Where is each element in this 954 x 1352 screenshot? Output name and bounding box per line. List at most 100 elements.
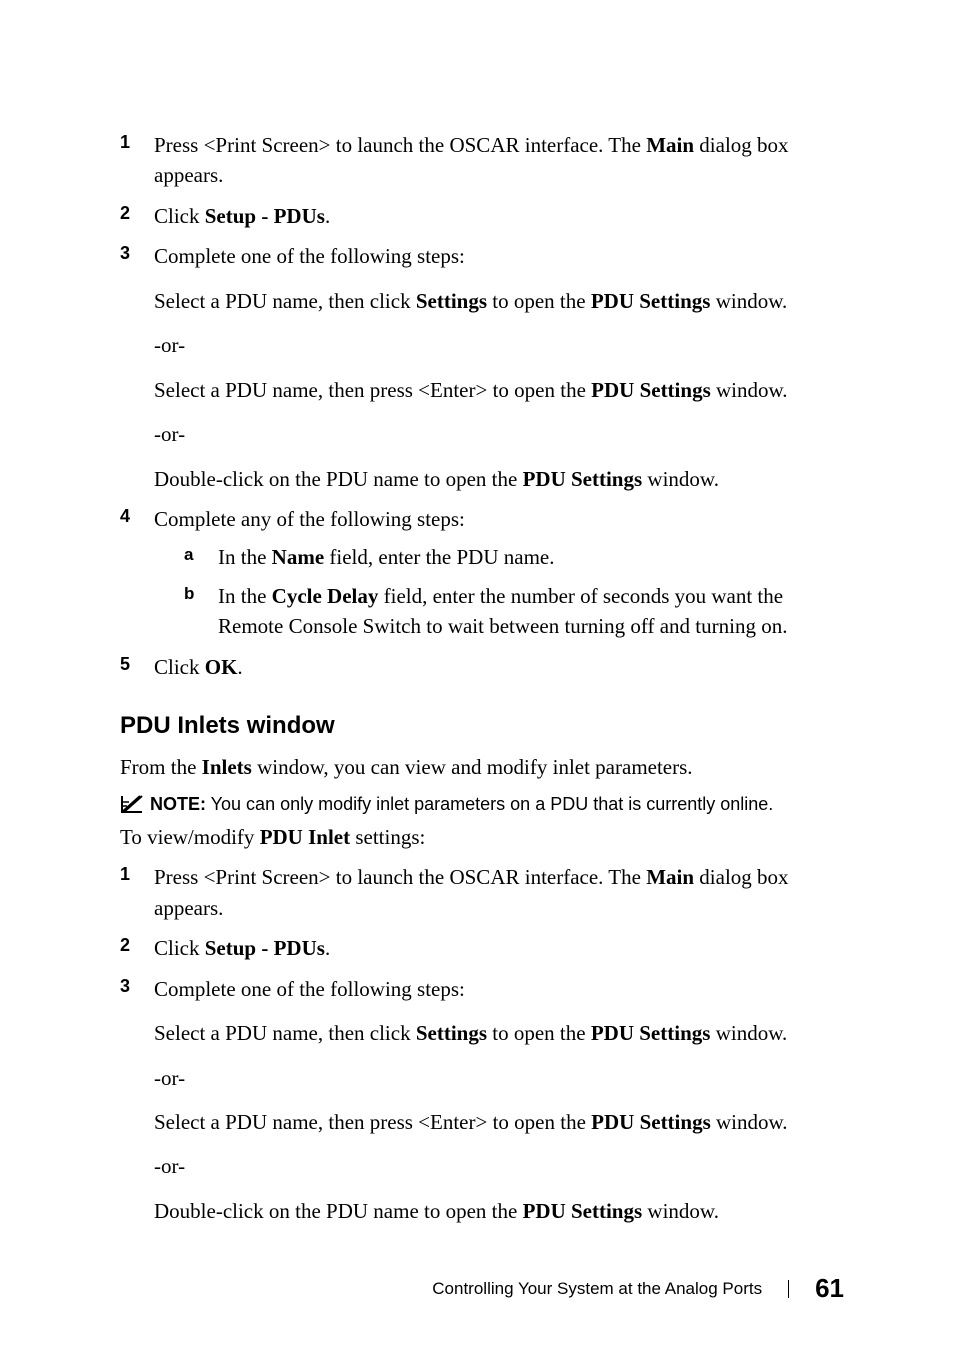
footer-separator [788, 1280, 789, 1298]
sub-step-body: In the Cycle Delay field, enter the numb… [218, 581, 844, 642]
step-body: Complete one of the following steps: Sel… [154, 241, 844, 494]
sub-paragraph: Double-click on the PDU name to open the… [154, 464, 844, 494]
list-step: 2 Click Setup - PDUs. [120, 933, 844, 963]
note-label: NOTE: [150, 794, 206, 814]
text: Press <Print Screen> to launch the OSCAR… [154, 133, 646, 157]
ui-term: Main [646, 133, 694, 157]
text: Select a PDU name, then click [154, 1021, 416, 1045]
text: field, enter the PDU name. [324, 545, 554, 569]
text: You can only modify inlet parameters on … [206, 794, 773, 814]
note-icon [120, 794, 144, 814]
or-separator: -or- [154, 419, 844, 449]
text: Complete any of the following steps: [154, 507, 465, 531]
text: settings: [350, 825, 425, 849]
text: In the [218, 584, 272, 608]
ui-term: PDU Settings [591, 378, 711, 402]
footer-title: Controlling Your System at the Analog Po… [432, 1279, 762, 1299]
sub-step-letter: a [184, 542, 218, 572]
text: Select a PDU name, then click [154, 289, 416, 313]
step-body: Complete any of the following steps: a I… [154, 504, 844, 642]
list-step: 1 Press <Print Screen> to launch the OSC… [120, 130, 844, 191]
ui-term: PDU Settings [591, 1110, 711, 1134]
sub-step-body: In the Name field, enter the PDU name. [218, 542, 844, 572]
sub-paragraph: Select a PDU name, then click Settings t… [154, 286, 844, 316]
ui-term: Settings [416, 1021, 487, 1045]
ui-term: Settings [416, 289, 487, 313]
text: To view/modify [120, 825, 260, 849]
text: window, you can view and modify inlet pa… [252, 755, 693, 779]
or-separator: -or- [154, 1063, 844, 1093]
step-body: Complete one of the following steps: Sel… [154, 974, 844, 1227]
step-body: Click Setup - PDUs. [154, 201, 844, 231]
ui-term: Cycle Delay [272, 584, 379, 608]
text: From the [120, 755, 202, 779]
list-step: 3 Complete one of the following steps: S… [120, 241, 844, 494]
sub-paragraph: Select a PDU name, then press <Enter> to… [154, 1107, 844, 1137]
sub-step: b In the Cycle Delay field, enter the nu… [184, 581, 844, 642]
step-number: 5 [120, 652, 154, 682]
ui-term: Inlets [202, 755, 252, 779]
text: to open the [487, 1021, 591, 1045]
ui-term: OK [205, 655, 238, 679]
step-number: 2 [120, 201, 154, 231]
or-separator: -or- [154, 330, 844, 360]
ui-term: Name [272, 545, 324, 569]
list-step: 2 Click Setup - PDUs. [120, 201, 844, 231]
text: window. [642, 467, 719, 491]
sub-step: a In the Name field, enter the PDU name. [184, 542, 844, 572]
section-heading: PDU Inlets window [120, 712, 844, 740]
or-separator: -or- [154, 1151, 844, 1181]
text: In the [218, 545, 272, 569]
list-step: 5 Click OK. [120, 652, 844, 682]
text: Select a PDU name, then press <Enter> to… [154, 378, 591, 402]
step-body: Click OK. [154, 652, 844, 682]
step-number: 1 [120, 130, 154, 191]
text: . [325, 936, 330, 960]
ui-term: Setup - PDUs [205, 204, 325, 228]
note-text: NOTE: You can only modify inlet paramete… [150, 793, 773, 816]
text: . [237, 655, 242, 679]
step-number: 3 [120, 974, 154, 1227]
text: window. [711, 378, 788, 402]
text: Press <Print Screen> to launch the OSCAR… [154, 865, 646, 889]
text: . [325, 204, 330, 228]
step-number: 4 [120, 504, 154, 642]
text: Click [154, 204, 205, 228]
ui-term: PDU Settings [523, 467, 643, 491]
step-body: Press <Print Screen> to launch the OSCAR… [154, 130, 844, 191]
text: Double-click on the PDU name to open the [154, 1199, 523, 1223]
text: to open the [487, 289, 591, 313]
text: Double-click on the PDU name to open the [154, 467, 523, 491]
step-body: Click Setup - PDUs. [154, 933, 844, 963]
ui-term: PDU Inlet [260, 825, 350, 849]
paragraph: To view/modify PDU Inlet settings: [120, 822, 844, 852]
step-body: Press <Print Screen> to launch the OSCAR… [154, 862, 844, 923]
text: Click [154, 936, 205, 960]
text: window. [710, 289, 787, 313]
list-step: 1 Press <Print Screen> to launch the OSC… [120, 862, 844, 923]
sub-step-letter: b [184, 581, 218, 642]
text: Complete one of the following steps: [154, 244, 465, 268]
footer: Controlling Your System at the Analog Po… [432, 1273, 844, 1304]
text: Select a PDU name, then press <Enter> to… [154, 1110, 591, 1134]
step-number: 3 [120, 241, 154, 494]
text: window. [710, 1021, 787, 1045]
text: window. [642, 1199, 719, 1223]
ui-term: PDU Settings [591, 289, 711, 313]
text: Complete one of the following steps: [154, 977, 465, 1001]
note-callout: NOTE: You can only modify inlet paramete… [120, 793, 844, 816]
list-step: 4 Complete any of the following steps: a… [120, 504, 844, 642]
step-number: 1 [120, 862, 154, 923]
text: window. [711, 1110, 788, 1134]
sub-paragraph: Double-click on the PDU name to open the… [154, 1196, 844, 1226]
sub-paragraph: Select a PDU name, then click Settings t… [154, 1018, 844, 1048]
ui-term: PDU Settings [591, 1021, 711, 1045]
list-step: 3 Complete one of the following steps: S… [120, 974, 844, 1227]
sub-paragraph: Select a PDU name, then press <Enter> to… [154, 375, 844, 405]
step-number: 2 [120, 933, 154, 963]
page-number: 61 [815, 1273, 844, 1304]
ui-term: PDU Settings [523, 1199, 643, 1223]
paragraph: From the Inlets window, you can view and… [120, 752, 844, 782]
ui-term: Main [646, 865, 694, 889]
page: 1 Press <Print Screen> to launch the OSC… [0, 0, 954, 1352]
